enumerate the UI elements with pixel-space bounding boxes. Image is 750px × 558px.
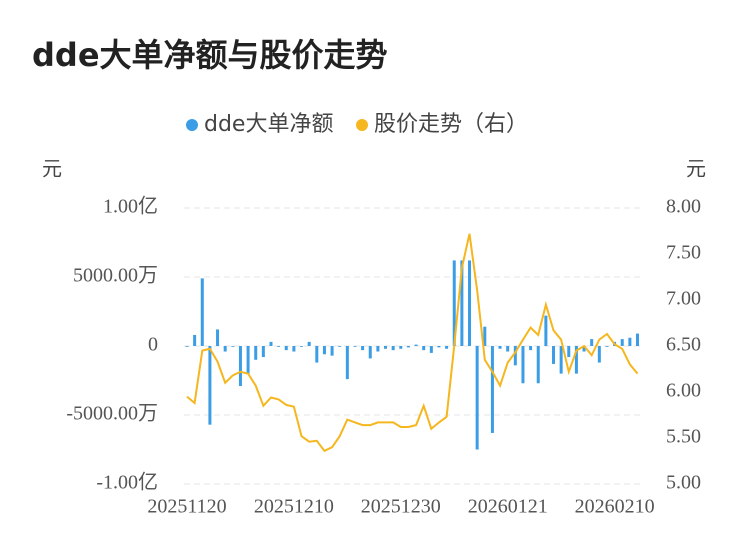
bar	[223, 346, 227, 352]
bar	[636, 333, 639, 346]
bar	[437, 346, 441, 348]
y-tick-label: -5000.00万	[66, 403, 158, 425]
bar	[376, 346, 380, 352]
bar	[284, 346, 288, 351]
bar	[597, 346, 601, 363]
bar	[238, 346, 242, 387]
bar	[620, 339, 624, 346]
bar	[590, 339, 594, 346]
bar	[429, 346, 433, 353]
bar	[269, 341, 273, 346]
bar	[338, 346, 342, 347]
y-unit: 元	[42, 157, 62, 181]
bar	[445, 346, 449, 349]
bar	[216, 329, 220, 346]
bar	[399, 346, 403, 349]
bar	[307, 341, 311, 346]
y2-tick-label: 5.00	[666, 472, 701, 494]
bar	[368, 346, 372, 359]
bar	[628, 337, 632, 346]
bar	[246, 346, 250, 374]
bar	[261, 346, 265, 358]
bar	[498, 346, 502, 349]
bar	[353, 346, 357, 347]
bar	[513, 346, 517, 366]
bar	[506, 346, 510, 352]
y2-tick-label: 6.50	[666, 334, 701, 356]
x-tick-label: 20251230	[361, 496, 441, 518]
bar	[552, 346, 556, 364]
bar	[490, 346, 494, 433]
bar	[460, 260, 464, 346]
y-tick-label: 5000.00万	[73, 265, 158, 287]
bar	[605, 346, 609, 347]
y2-tick-label: 7.50	[666, 242, 701, 264]
y2-tick-label: 6.00	[666, 380, 701, 402]
bar	[200, 278, 204, 346]
bar	[529, 346, 533, 351]
legend-marker	[186, 119, 198, 131]
bar	[292, 346, 296, 352]
bar	[300, 346, 304, 347]
bar	[277, 346, 281, 347]
bar	[468, 260, 472, 346]
bar	[345, 346, 349, 380]
legend-label: dde大单净额	[204, 112, 333, 137]
bar	[414, 344, 418, 346]
bar	[521, 346, 525, 384]
bar	[315, 346, 319, 363]
bar	[574, 346, 578, 374]
legend-marker	[356, 119, 368, 131]
y2-tick-label: 5.50	[666, 426, 701, 448]
price-line	[186, 233, 639, 453]
chart-title: dde大单净额与股价走势	[32, 36, 388, 74]
bar	[483, 326, 487, 346]
bar	[559, 346, 563, 374]
bar	[391, 346, 395, 351]
y-tick-label: -1.00亿	[96, 471, 158, 494]
bar	[361, 346, 365, 351]
legend-label: 股价走势（右）	[374, 112, 528, 137]
y-tick-label: 0	[148, 334, 158, 356]
x-tick-label: 20251120	[147, 496, 226, 518]
y2-tick-label: 8.00	[666, 196, 701, 218]
bar	[582, 346, 586, 352]
y-tick-label: 1.00亿	[103, 195, 158, 218]
bar	[567, 346, 571, 358]
x-tick-label: 20260121	[468, 496, 548, 518]
x-tick-label: 20251210	[254, 496, 334, 518]
bar	[406, 346, 410, 348]
bar	[185, 346, 189, 347]
bar	[330, 346, 334, 356]
bar	[193, 334, 197, 346]
y2-tick-label: 7.00	[666, 288, 701, 310]
bar	[452, 260, 456, 346]
bar	[536, 346, 540, 384]
y2-unit: 元	[686, 157, 706, 181]
bar	[422, 346, 426, 351]
bar	[322, 346, 326, 355]
bar	[384, 346, 388, 349]
bar	[208, 346, 212, 425]
bar	[475, 346, 479, 450]
bar	[254, 346, 258, 360]
bar	[231, 346, 235, 347]
x-tick-label: 20260210	[575, 496, 655, 518]
bar	[544, 315, 548, 346]
